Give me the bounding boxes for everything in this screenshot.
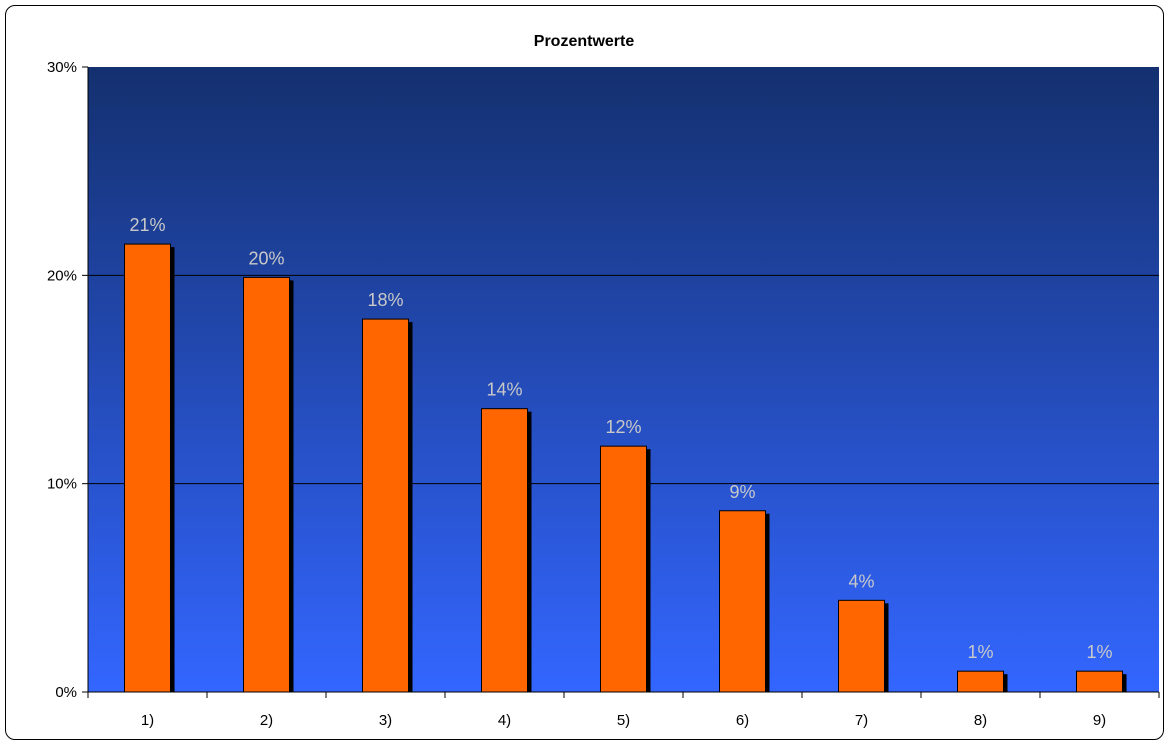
data-label-9: 1% [1086, 642, 1112, 662]
x-tick-label-6: 6) [736, 712, 749, 729]
data-label-5: 12% [605, 417, 641, 437]
data-label-1: 21% [129, 215, 165, 235]
data-label-8: 1% [967, 642, 993, 662]
data-label-4: 14% [486, 380, 522, 400]
chart-title: Prozentwerte [534, 33, 635, 50]
data-label-3: 18% [367, 290, 403, 310]
bar-2 [243, 276, 290, 693]
bar-5 [600, 445, 647, 693]
x-tick-label-1: 1) [141, 712, 154, 729]
bar-9 [1076, 670, 1123, 693]
x-tick-label-9: 9) [1093, 712, 1106, 729]
x-tick-label-5: 5) [617, 712, 630, 729]
bar-7 [838, 599, 885, 693]
y-tick-label-1: 10% [47, 476, 77, 493]
x-tick-label-4: 4) [498, 712, 511, 729]
data-label-6: 9% [729, 482, 755, 502]
data-label-2: 20% [248, 248, 284, 268]
bar-4 [481, 408, 528, 693]
x-tick-label-3: 3) [379, 712, 392, 729]
y-tick-label-3: 30% [47, 59, 77, 76]
x-tick-label-2: 2) [260, 712, 273, 729]
bar-8 [957, 670, 1004, 693]
bar-1 [124, 243, 171, 693]
bar-6 [719, 510, 766, 693]
x-tick-label-8: 8) [974, 712, 987, 729]
x-tick-label-7: 7) [855, 712, 868, 729]
bar-3 [362, 318, 409, 693]
y-tick-label-0: 0% [55, 684, 77, 701]
data-label-7: 4% [848, 571, 874, 591]
y-tick-label-2: 20% [47, 267, 77, 284]
